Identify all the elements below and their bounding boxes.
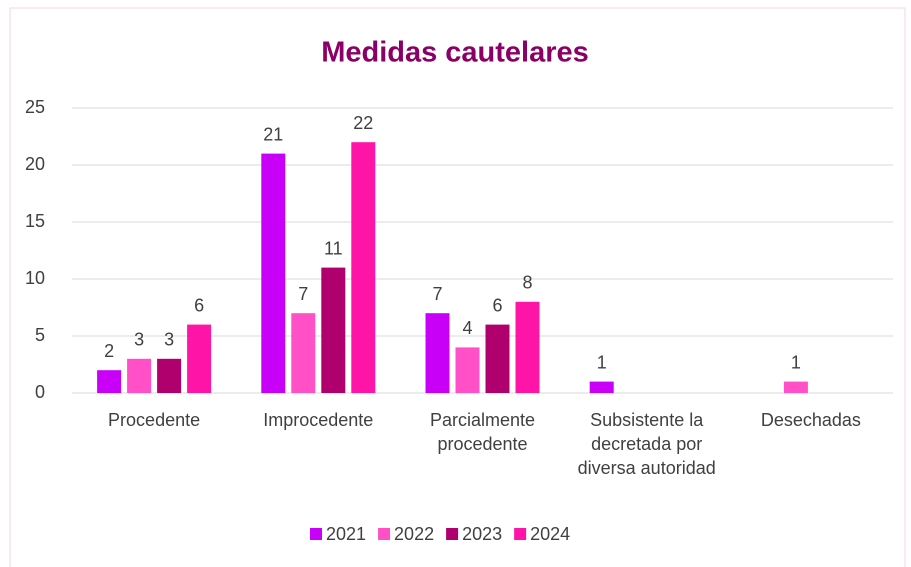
bar — [157, 358, 182, 393]
chart-title: Medidas cautelares — [321, 37, 589, 69]
legend-swatch — [378, 528, 391, 540]
data-label: 8 — [522, 273, 532, 293]
x-tick-label: Subsistente la decretada por diversa aut… — [577, 410, 716, 478]
bar — [485, 324, 510, 393]
data-label: 11 — [324, 238, 343, 258]
data-label: 3 — [134, 330, 144, 350]
x-tick-label: Desechadas — [760, 410, 861, 430]
bar — [97, 370, 122, 393]
chart-border — [9, 7, 906, 567]
bar — [187, 324, 212, 393]
bar — [261, 153, 286, 393]
legend-label: 2024 — [530, 524, 570, 544]
y-tick-label: 5 — [35, 325, 45, 345]
bar — [589, 381, 614, 393]
data-label: 2 — [104, 341, 114, 361]
bar — [321, 267, 346, 393]
legend-label: 2022 — [394, 524, 434, 544]
legend-swatch — [310, 528, 322, 540]
y-tick-label: 15 — [25, 211, 45, 231]
data-label: 3 — [164, 330, 174, 350]
data-label: 6 — [194, 295, 204, 315]
data-label: 1 — [597, 352, 607, 372]
x-tick-label: Procedente — [108, 410, 201, 430]
legend-swatch — [514, 528, 527, 540]
data-label: 4 — [462, 318, 472, 338]
legend-swatch — [446, 528, 459, 540]
bar — [455, 347, 480, 393]
x-tick-label: Improcedente — [263, 410, 374, 430]
y-tick-label: 20 — [25, 154, 45, 174]
y-tick-label: 25 — [25, 97, 45, 117]
data-label: 6 — [492, 295, 502, 315]
y-tick-label: 10 — [25, 268, 45, 288]
bar — [291, 313, 316, 393]
data-label: 22 — [353, 113, 373, 133]
bar — [515, 301, 540, 393]
data-label: 7 — [432, 284, 442, 304]
legend-label: 2023 — [462, 524, 502, 544]
bar — [351, 142, 376, 393]
data-label: 21 — [263, 124, 283, 144]
x-tick-label: Parcialmente procedente — [429, 410, 536, 454]
data-label: 7 — [298, 284, 308, 304]
bar — [783, 381, 808, 393]
data-label: 1 — [791, 352, 801, 372]
bar — [127, 358, 152, 393]
y-tick-label: 0 — [35, 382, 45, 402]
bar — [425, 313, 450, 393]
legend-label: 2021 — [326, 524, 366, 544]
